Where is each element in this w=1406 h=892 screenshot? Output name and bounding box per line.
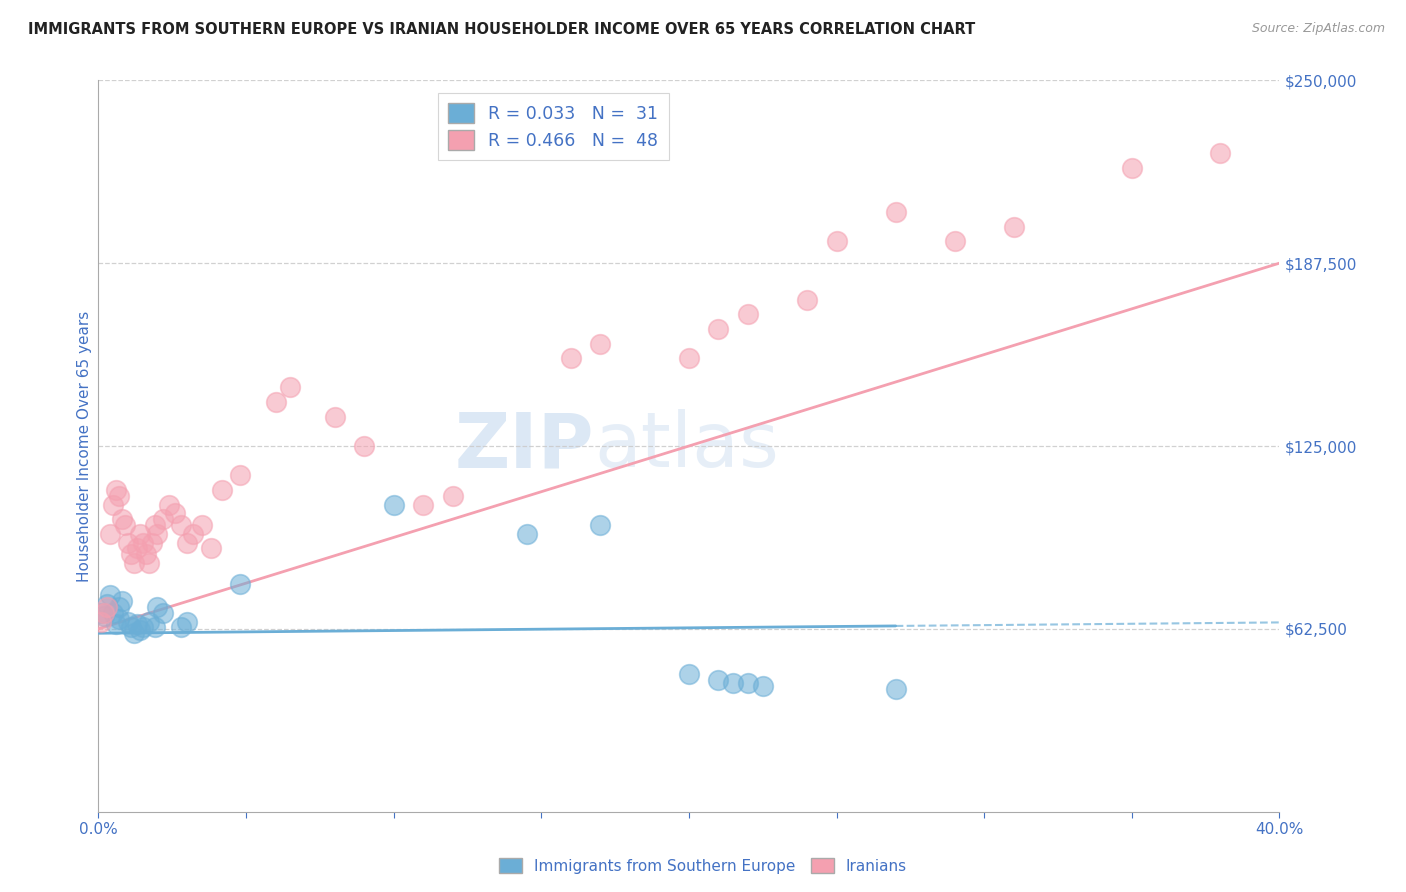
Point: [108, 612, 131, 626]
Point: [152, 606, 174, 620]
Point: [211, 483, 233, 497]
Point: [353, 439, 375, 453]
Point: [1209, 146, 1232, 161]
Point: [280, 380, 302, 394]
Point: [412, 498, 434, 512]
Point: [264, 395, 287, 409]
Point: [117, 615, 139, 629]
Point: [589, 518, 612, 533]
Point: [132, 620, 155, 634]
Point: [1002, 219, 1025, 234]
Point: [111, 594, 134, 608]
Point: [737, 676, 759, 690]
Point: [103, 606, 125, 620]
Point: [229, 576, 252, 591]
Point: [678, 351, 700, 366]
Point: [138, 556, 160, 570]
Point: [152, 512, 174, 526]
Text: ZIP: ZIP: [456, 409, 595, 483]
Point: [120, 620, 142, 634]
Point: [146, 599, 169, 614]
Point: [589, 336, 612, 351]
Point: [723, 676, 745, 690]
Point: [135, 547, 157, 561]
Point: [707, 322, 730, 336]
Point: [103, 498, 125, 512]
Point: [229, 468, 252, 483]
Legend: R = 0.033   N =  31, R = 0.466   N =  48: R = 0.033 N = 31, R = 0.466 N = 48: [437, 93, 669, 161]
Point: [176, 615, 198, 629]
Point: [825, 234, 848, 248]
Point: [943, 234, 966, 248]
Point: [323, 409, 346, 424]
Point: [105, 483, 128, 497]
Point: [191, 518, 214, 533]
Point: [96, 597, 118, 611]
Point: [128, 526, 150, 541]
Point: [105, 617, 128, 632]
Point: [128, 624, 150, 638]
Point: [752, 679, 775, 693]
Point: [796, 293, 818, 307]
Text: IMMIGRANTS FROM SOUTHERN EUROPE VS IRANIAN HOUSEHOLDER INCOME OVER 65 YEARS CORR: IMMIGRANTS FROM SOUTHERN EUROPE VS IRANI…: [28, 22, 976, 37]
Point: [382, 498, 405, 512]
Point: [143, 620, 166, 634]
Point: [125, 541, 148, 556]
Point: [170, 518, 193, 533]
Point: [143, 518, 166, 533]
Point: [181, 526, 204, 541]
Text: Source: ZipAtlas.com: Source: ZipAtlas.com: [1251, 22, 1385, 36]
Point: [96, 599, 118, 614]
Point: [737, 307, 759, 321]
Point: [146, 526, 169, 541]
Point: [200, 541, 222, 556]
Point: [441, 489, 464, 503]
Point: [122, 626, 145, 640]
Point: [707, 673, 730, 687]
Point: [678, 667, 700, 681]
Point: [884, 681, 907, 696]
Point: [1121, 161, 1143, 175]
Point: [108, 489, 131, 503]
Point: [176, 535, 198, 549]
Point: [93, 608, 115, 623]
Point: [122, 556, 145, 570]
Point: [93, 606, 115, 620]
Point: [98, 526, 121, 541]
Legend: Immigrants from Southern Europe, Iranians: Immigrants from Southern Europe, Iranian…: [494, 852, 912, 880]
Point: [141, 535, 163, 549]
Text: atlas: atlas: [595, 409, 779, 483]
Point: [120, 547, 142, 561]
Point: [111, 512, 134, 526]
Point: [157, 498, 180, 512]
Point: [132, 535, 155, 549]
Point: [170, 620, 193, 634]
Point: [516, 526, 538, 541]
Point: [90, 615, 112, 629]
Point: [165, 506, 187, 520]
Point: [884, 205, 907, 219]
Point: [108, 599, 131, 614]
Point: [560, 351, 582, 366]
Point: [90, 606, 112, 620]
Point: [138, 615, 160, 629]
Y-axis label: Householder Income Over 65 years: Householder Income Over 65 years: [77, 310, 91, 582]
Point: [98, 588, 121, 602]
Point: [114, 518, 136, 533]
Point: [125, 617, 148, 632]
Point: [117, 535, 139, 549]
